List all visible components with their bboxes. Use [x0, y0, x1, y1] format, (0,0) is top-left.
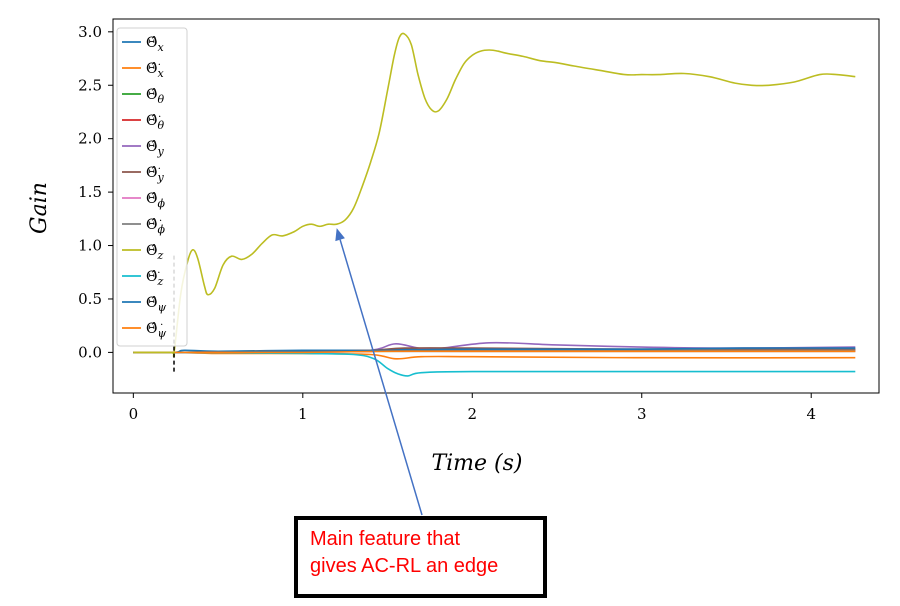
series-line-8 [133, 32, 856, 358]
legend-entry: Θ̂x· [146, 60, 164, 80]
y-tick-label: 2.0 [78, 130, 102, 148]
legend-entry: Θ̂y [146, 139, 164, 158]
legend-entry: Θ̂z [146, 243, 163, 262]
y-tick-label: 0.5 [78, 290, 102, 308]
legend-entry: Θ̂ϕ [146, 191, 165, 210]
legend-entry: Θ̂ψ· [146, 320, 166, 340]
legend-box [116, 27, 188, 347]
legend-entry: Θ̂θ· [146, 112, 164, 132]
annotation-callout-box: Main feature that gives AC-RL an edge [294, 516, 547, 598]
series-line-9 [133, 351, 856, 377]
y-tick-label: 1.0 [78, 237, 102, 255]
y-tick-label: 3.0 [78, 23, 102, 41]
x-tick-label: 4 [806, 405, 816, 423]
y-axis-label: Gain [27, 182, 52, 234]
x-tick-label: 2 [468, 405, 478, 423]
series-line-11 [133, 350, 856, 354]
legend-entry: Θ̂ψ [146, 295, 166, 314]
legend-entry: Θ̂ϕ· [146, 216, 165, 236]
y-tick-label: 1.5 [78, 183, 102, 201]
x-tick-label: 0 [129, 405, 139, 423]
y-tick-label: 2.5 [78, 76, 102, 94]
plot-frame [112, 18, 880, 394]
annotation-arrow [339, 239, 423, 516]
x-axis-label: Time (s) [431, 451, 522, 476]
annotation-line-2: gives AC-RL an edge [310, 555, 499, 577]
x-tick-label: 3 [637, 405, 647, 423]
legend: Θ̂x Θ̂x· Θ̂θ Θ̂θ· Θ̂y Θ̂y· Θ̂ϕ Θ̂ϕ· Θ̂z Θ̂z· Θ̂ψ Θ̂… [116, 27, 188, 347]
legend-entry: Θ̂z· [146, 268, 163, 288]
annotation-arrowhead [335, 228, 345, 242]
legend-entry: Θ̂y· [146, 164, 164, 184]
series-layer [133, 32, 856, 377]
x-tick-label: 1 [298, 405, 308, 423]
annotation-line-1: Main feature that [310, 528, 461, 550]
legend-entry: Θ̂θ [146, 87, 164, 106]
y-tick-label: 0.0 [78, 343, 102, 361]
ticks-layer: 0 1 2 3 4 0.0 0.5 1.0 1.5 2.0 2.5 3.0 [78, 23, 816, 423]
legend-entry: Θ̂x [146, 35, 164, 54]
